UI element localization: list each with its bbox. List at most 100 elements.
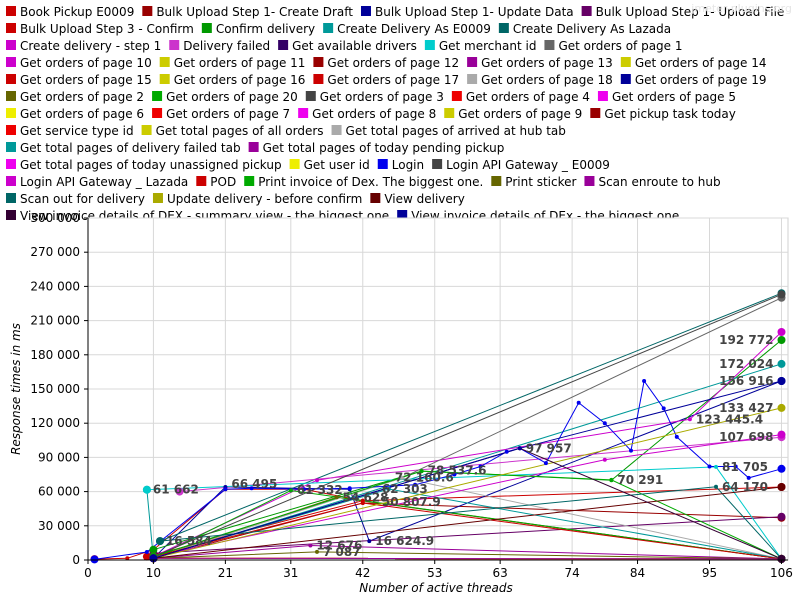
legend-label: View delivery [384,192,464,206]
series-point [360,501,365,505]
legend-item: Get orders of page 5 [597,90,736,104]
series-point [629,448,633,453]
data-label: 78 537.6 [428,463,487,477]
legend-swatch [6,176,16,186]
legend-label: Login API Gateway _ E0009 [446,158,610,172]
y-tick-label: 30 000 [38,519,80,533]
legend-swatch [152,193,163,203]
data-label: 107 698 [719,430,773,444]
series-line [159,292,782,542]
legend-item: Scan out for delivery [6,192,145,206]
legend-item: Confirm delivery [201,22,315,36]
y-tick-label: 0 [72,553,80,567]
legend-swatch [498,23,509,33]
legend-item: Get orders of page 10 [6,56,152,70]
legend-swatch [6,108,16,118]
series-point [661,406,666,411]
legend-label: Get orders of page 3 [320,90,444,104]
legend-label: Bulk Upload Step 3 - Confirm [20,22,194,36]
legend-swatch [360,6,371,16]
legend-label: Login API Gateway _ Lazada [20,175,188,189]
series-point [452,472,457,477]
series-point [777,377,786,385]
series-point [149,545,158,554]
series-point [223,487,228,492]
data-label: 7 087 [323,545,361,559]
legend-swatch [397,210,408,220]
legend-label: Bulk Upload Step 1- Upload File [596,5,785,19]
legend-label: Get total pages of delivery failed tab [20,141,241,155]
legend-swatch [6,193,16,203]
legend-swatch [491,176,502,186]
legend-item: Get total pages of arrived at hub tab [331,124,566,138]
legend-swatch [6,40,16,50]
legend-swatch [6,91,16,101]
legend-label: Bulk Upload Step 1- Create Draft [156,5,353,19]
legend-label: Scan out for delivery [20,192,145,206]
series-point [543,461,548,466]
series-point [777,464,786,473]
x-tick-label: 74 [564,566,579,580]
legend-label: Get orders of page 14 [635,56,767,70]
series-point [156,537,164,546]
legend-swatch [6,57,16,67]
series-points [90,289,786,564]
legend-item: Bulk Upload Step 1- Create Draft [142,5,353,19]
legend-label: Get service type id [20,124,134,138]
series-point [288,488,293,493]
data-label: 133 427 [719,401,773,415]
legend-swatch [248,142,259,152]
data-label: 172 024 [719,357,773,371]
data-label: 156 916 [719,374,773,388]
data-label: 54 628 [343,491,389,505]
x-axis-ticks: 0 10 21 31 42 53 63 74 84 95 106 [84,560,793,580]
legend-label: Get orders of page 19 [635,73,767,87]
y-tick-label: 300 000 [30,211,80,225]
legend-swatch [6,142,16,152]
legend-item: Create delivery - step 1 [6,39,161,53]
legend-label: Scan enroute to hub [598,175,720,189]
series-point [334,495,339,500]
series-point [400,475,404,480]
legend-item: Bulk Upload Step 1- Update Data [360,5,574,19]
series-point [714,484,718,489]
legend-label: POD [210,175,236,189]
legend-swatch [142,6,153,16]
series-point [777,290,786,299]
legend-label: Get orders of page 5 [612,90,736,104]
data-label: 12 676 [316,539,362,553]
legend-swatch [298,108,309,118]
series-line [153,470,782,560]
legend-item: Get orders of page 20 [152,90,298,104]
legend-swatch [620,74,631,84]
legend-label: Get orders of page 12 [327,56,459,70]
legend-label: Get orders of page 18 [481,73,613,87]
legend-item: Update delivery - before confirm [152,192,362,206]
legend-item: Print invoice of Dex. The biggest one. [244,175,483,189]
legend-item: Get orders of page 6 [6,107,144,121]
legend-label: Print invoice of Dex. The biggest one. [258,175,483,189]
legend-item: Get total pages of all orders [141,124,324,138]
legend-swatch [467,74,478,84]
data-label: 66 495 [231,477,277,491]
series-point [504,449,509,454]
legend-item: Get orders of page 17 [313,73,459,87]
x-tick-label: 42 [355,566,370,580]
legend-label: Get orders of page 10 [20,56,152,70]
legend-item: Get user id [289,158,370,172]
legend-item: Get available drivers [278,39,417,53]
series-point [777,403,786,412]
data-label: 50 807.9 [382,495,441,509]
legend-label: Create Delivery As Lazada [513,22,671,36]
legend-item: Login API Gateway _ E0009 [432,158,610,172]
data-label: 72 160.6 [395,471,454,485]
series-point [777,328,786,336]
legend-swatch [331,125,342,135]
legend-item: Bulk Upload Step 3 - Confirm [6,22,194,36]
y-axis-title: Response times in ms [9,323,23,455]
series-point [576,400,581,405]
series-point [175,487,184,496]
legend-label: Update delivery - before confirm [167,192,362,206]
x-tick-label: 53 [427,566,442,580]
legend-item: Get service type id [6,124,134,138]
